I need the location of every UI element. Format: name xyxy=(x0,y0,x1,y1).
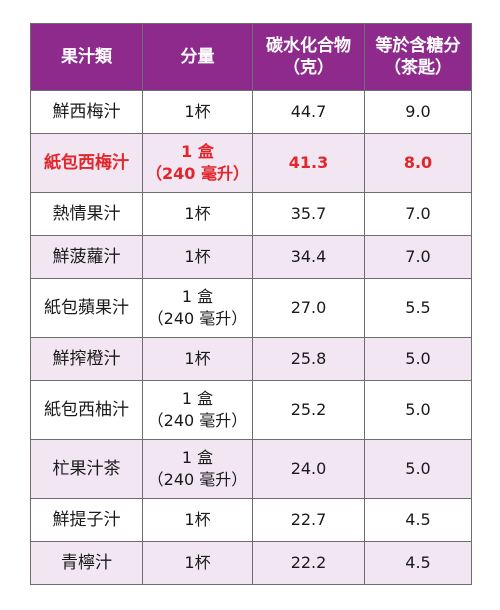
carb-cell: 22.7 xyxy=(252,498,365,542)
sugar-cell: 7.0 xyxy=(364,235,472,279)
amount-cell: 1杯 xyxy=(142,192,253,236)
carb-cell: 22.2 xyxy=(252,541,365,585)
carb-cell: 41.3 xyxy=(252,133,365,193)
carb-cell: 25.2 xyxy=(252,380,365,440)
sugar-cell: 5.0 xyxy=(364,380,472,440)
table-row: 紙包西柚汁 1 盒 （240 毫升） 25.2 5.0 xyxy=(30,380,472,440)
table-row: 鮮搾橙汁 1杯 25.8 5.0 xyxy=(30,337,472,381)
amount-volume-text: （240 毫升） xyxy=(147,309,248,328)
sugar-cell: 8.0 xyxy=(364,133,472,193)
table-row: 鮮菠蘿汁 1杯 34.4 7.0 xyxy=(30,235,472,279)
sugar-cell: 5.5 xyxy=(364,278,472,338)
juice-name-cell: 紙包西梅汁 xyxy=(30,133,143,193)
juice-name-cell: 鮮西梅汁 xyxy=(30,90,143,134)
juice-name-cell: 熱情果汁 xyxy=(30,192,143,236)
sugar-cell: 4.5 xyxy=(364,541,472,585)
carb-cell: 24.0 xyxy=(252,439,365,499)
header-sugar-label: 等於含糖分 xyxy=(375,36,461,56)
amount-text: 1 盒 xyxy=(181,287,214,306)
amount-cell: 1杯 xyxy=(142,90,253,134)
sugar-cell: 7.0 xyxy=(364,192,472,236)
juice-name-cell: 鮮提子汁 xyxy=(30,498,143,542)
header-row: 果汁類 分量 碳水化合物 （克） 等於含糖分 （茶匙） xyxy=(30,23,472,91)
amount-text: 1 盒 xyxy=(181,448,214,467)
amount-text: 1 盒 xyxy=(181,142,214,161)
juice-sugar-table: 果汁類 分量 碳水化合物 （克） 等於含糖分 （茶匙） 鮮西梅汁 1杯 44.7… xyxy=(30,23,472,585)
sugar-cell: 5.0 xyxy=(364,439,472,499)
juice-name-cell: 青檸汁 xyxy=(30,541,143,585)
amount-cell: 1杯 xyxy=(142,498,253,542)
header-carb-label: 碳水化合物 xyxy=(266,36,351,56)
amount-text: 1杯 xyxy=(184,102,211,121)
juice-name-cell: 鮮搾橙汁 xyxy=(30,337,143,381)
table-row: 紙包蘋果汁 1 盒 （240 毫升） 27.0 5.5 xyxy=(30,278,472,338)
carb-cell: 27.0 xyxy=(252,278,365,338)
carb-cell: 44.7 xyxy=(252,90,365,134)
table-row: 鮮西梅汁 1杯 44.7 9.0 xyxy=(30,90,472,134)
amount-cell: 1杯 xyxy=(142,541,253,585)
amount-text: 1杯 xyxy=(184,349,211,368)
header-amount: 分量 xyxy=(142,23,253,91)
header-sugar-equivalent: 等於含糖分 （茶匙） xyxy=(364,23,472,91)
table-row: 青檸汁 1杯 22.2 4.5 xyxy=(30,541,472,585)
amount-cell: 1 盒 （240 毫升） xyxy=(142,439,253,499)
carb-cell: 25.8 xyxy=(252,337,365,381)
table-row: 杧果汁茶 1 盒 （240 毫升） 24.0 5.0 xyxy=(30,439,472,499)
carb-cell: 35.7 xyxy=(252,192,365,236)
carb-cell: 34.4 xyxy=(252,235,365,279)
amount-text: 1 盒 xyxy=(181,389,214,408)
amount-volume-text: （240 毫升） xyxy=(146,164,249,183)
amount-volume-text: （240 毫升） xyxy=(147,470,248,489)
header-carb-unit: （克） xyxy=(283,58,334,78)
juice-name-cell: 鮮菠蘿汁 xyxy=(30,235,143,279)
amount-cell: 1 盒 （240 毫升） xyxy=(142,278,253,338)
amount-text: 1杯 xyxy=(184,204,211,223)
juice-name-cell: 紙包西柚汁 xyxy=(30,380,143,440)
sugar-cell: 9.0 xyxy=(364,90,472,134)
sugar-cell: 5.0 xyxy=(364,337,472,381)
amount-cell: 1 盒 （240 毫升） xyxy=(142,380,253,440)
sugar-cell: 4.5 xyxy=(364,498,472,542)
header-sugar-unit: （茶匙） xyxy=(384,58,452,78)
juice-name-cell: 杧果汁茶 xyxy=(30,439,143,499)
juice-name-cell: 紙包蘋果汁 xyxy=(30,278,143,338)
amount-cell: 1 盒 （240 毫升） xyxy=(142,133,253,193)
amount-cell: 1杯 xyxy=(142,337,253,381)
amount-text: 1杯 xyxy=(184,553,211,572)
table-row: 鮮提子汁 1杯 22.7 4.5 xyxy=(30,498,472,542)
amount-text: 1杯 xyxy=(184,510,211,529)
header-juice: 果汁類 xyxy=(30,23,143,91)
table-row-highlighted: 紙包西梅汁 1 盒 （240 毫升） 41.3 8.0 xyxy=(30,133,472,193)
header-carbohydrate: 碳水化合物 （克） xyxy=(252,23,365,91)
amount-cell: 1杯 xyxy=(142,235,253,279)
amount-text: 1杯 xyxy=(184,247,211,266)
amount-volume-text: （240 毫升） xyxy=(147,411,248,430)
table-row: 熱情果汁 1杯 35.7 7.0 xyxy=(30,192,472,236)
juice-sugar-table-container: 果汁類 分量 碳水化合物 （克） 等於含糖分 （茶匙） 鮮西梅汁 1杯 44.7… xyxy=(30,23,472,585)
